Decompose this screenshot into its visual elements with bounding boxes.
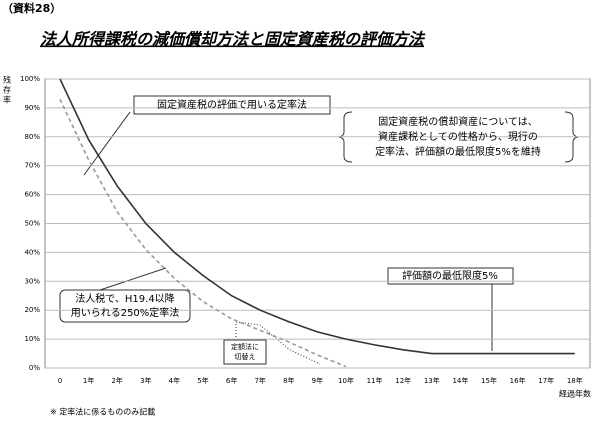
x-tick-label: 5年: [197, 376, 208, 385]
x-tick-label: 4年: [169, 376, 180, 385]
x-tick-label: 14年: [452, 376, 468, 385]
y-tick-label: 100%: [20, 75, 40, 83]
callout-arrow: [99, 267, 167, 291]
y-tick-label: 90%: [24, 104, 40, 112]
annotation: 切替え: [235, 352, 256, 361]
y-tick-label: 70%: [24, 162, 40, 170]
annotation: 定率法、評価額の最低限度5%を維持: [375, 145, 541, 158]
header: （資料28）: [2, 1, 61, 15]
y-tick-label: 10%: [24, 335, 40, 343]
x-tick-label: 3年: [140, 376, 151, 385]
series-line: [59, 78, 575, 355]
x-tick-label: 11年: [367, 376, 383, 385]
series-line: [59, 98, 347, 368]
annotation: 定額法に: [231, 342, 259, 351]
x-tick-label: 15年: [481, 376, 497, 385]
callout-box: [133, 95, 331, 115]
chart-title: 法人所得課税の減価償却方法と固定資産税の評価方法: [40, 30, 426, 49]
x-tick-label: 9年: [312, 376, 323, 385]
annotation: 資産課税としての性格から、現行の: [378, 130, 538, 143]
x-tick-label: 17年: [538, 376, 554, 385]
y-axis-label-char: 残: [3, 75, 11, 85]
annotation: 固定資産税の評価で用いる定率法: [157, 98, 307, 111]
x-tick-label: 8年: [283, 376, 294, 385]
x-tick-label: 13年: [424, 376, 440, 385]
y-tick-label: 60%: [24, 191, 40, 199]
x-tick-label: 7年: [254, 376, 265, 385]
y-tick-label: 0%: [29, 364, 40, 372]
x-tick-label: 12年: [395, 376, 411, 385]
callout-box: [223, 339, 267, 365]
callout-box: [387, 267, 514, 285]
x-tick-label: 16年: [510, 376, 526, 385]
x-tick-label: 2年: [111, 376, 122, 385]
y-tick-label: 80%: [24, 133, 40, 141]
x-tick-label: 0: [58, 377, 62, 385]
callout-box: [59, 289, 191, 323]
x-tick-label: 6年: [226, 376, 237, 385]
annotation: 固定資産税の償却資産については、: [378, 115, 538, 128]
x-tick-label: 1年: [83, 376, 94, 385]
x-axis-label: 経過年数: [559, 389, 591, 399]
annotation: 法人税で、H19.4以降: [75, 292, 174, 305]
leader: [235, 321, 321, 365]
annotation: 用いられる250%定率法: [71, 306, 180, 319]
footnote: ※ 定率法に係るもののみ記載: [50, 407, 155, 417]
y-tick-label: 30%: [24, 277, 40, 285]
y-axis-label-char: 存: [3, 85, 11, 95]
x-tick-label: 18年: [567, 376, 583, 385]
x-tick-label: 10年: [338, 376, 354, 385]
y-tick-label: 20%: [24, 306, 40, 314]
y-tick-label: 50%: [24, 220, 40, 228]
annotation: 評価額の最低限度5%: [402, 269, 498, 282]
y-tick-label: 40%: [24, 248, 40, 256]
y-axis-label: 残存率: [3, 75, 11, 105]
y-axis-label-char: 率: [3, 95, 11, 105]
